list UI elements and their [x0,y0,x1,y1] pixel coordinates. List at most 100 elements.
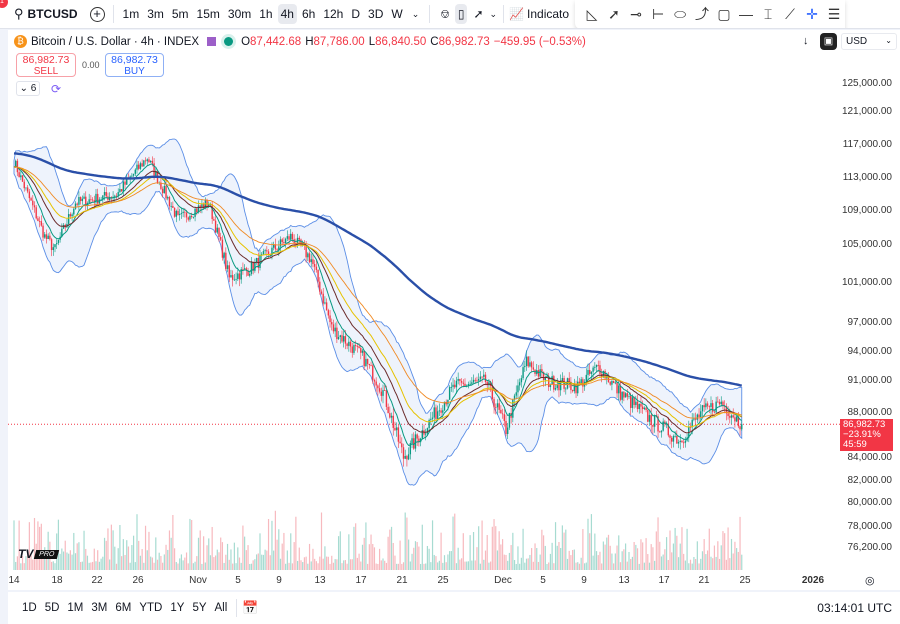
volume-bar [483,559,485,570]
last-price: 86,982.73 [843,419,886,430]
candle [582,379,584,387]
price-chart[interactable] [8,30,900,590]
price-tick: 125,000.00 [841,78,892,89]
candle [501,413,504,415]
volume-bar [45,555,48,570]
candle [114,195,116,197]
go-to-date-icon[interactable]: 📅 [242,600,259,615]
price-tick: 97,000.00 [847,317,893,328]
currency-select[interactable]: USD ⌄ [841,33,897,50]
curve-icon[interactable]: ⤴ [695,6,710,22]
volume-bar [606,537,608,570]
interval-D[interactable]: D [351,7,361,21]
horizontal-ray-icon[interactable]: ⊸ [630,5,642,22]
flag-icon[interactable] [207,37,217,46]
candle [138,164,140,169]
time-tick: 25 [437,575,449,586]
trendline-icon[interactable]: ⟋ [785,5,795,22]
interval-4h[interactable]: 4h [277,4,297,24]
horizontal-line-icon[interactable]: — [739,6,754,22]
candle [52,247,54,251]
volume-bar [450,551,452,570]
volume-bar [160,555,162,570]
volume-bar [394,555,396,570]
candle [722,401,724,406]
range-1M[interactable]: 1M [67,602,84,614]
range-3M[interactable]: 3M [91,602,108,614]
volume-bar [194,561,196,570]
refresh-icon[interactable]: ⟳ [51,82,62,96]
interval-15m[interactable]: 15m [196,7,220,21]
candle [524,366,526,368]
ellipse-icon[interactable]: ⬭ [674,5,687,22]
chart-pane[interactable] [8,30,900,590]
volume-bar [401,563,403,570]
volume-bar [611,553,613,570]
candle [221,239,224,258]
candle [616,382,618,394]
notification-badge[interactable]: 1 [0,0,8,8]
range-5D[interactable]: 5D [44,602,60,614]
indicators-button[interactable]: Indicato [527,7,570,21]
add-symbol-icon[interactable]: + [89,6,105,22]
candle [78,197,80,205]
volume-bar [300,560,302,570]
clock[interactable]: 03:14:01 UTC [817,601,892,615]
search-icon[interactable]: ⚲ [14,6,24,21]
candle [556,384,558,388]
interval-3m[interactable]: 3m [147,7,164,21]
volume-bar [647,554,649,570]
candle [508,412,511,428]
candle [40,221,43,226]
volume-bar [601,563,603,570]
bars-icon[interactable]: ⎊ [440,6,450,21]
interval-1m[interactable]: 1m [122,7,140,21]
range-6M[interactable]: 6M [115,602,132,614]
interval-30m[interactable]: 30m [227,7,252,21]
indicators-icon[interactable]: 📈 [509,7,525,21]
rectangle-icon[interactable]: ▢ [717,5,731,22]
range-1D[interactable]: 1D [22,602,37,614]
trend-arrow-icon[interactable]: ➚ [608,5,620,22]
symbol-search[interactable]: BTCUSD [27,7,78,21]
volume-bar [604,544,606,570]
candle [211,204,213,220]
chevron-down-icon[interactable]: ⌄ [411,8,420,19]
volume-bar [27,552,29,570]
interval-1h[interactable]: 1h [259,7,273,21]
arrow-down-icon[interactable]: ↓ [803,35,809,47]
volume-bar [255,554,258,570]
interval-6h[interactable]: 6h [301,7,316,21]
range-All[interactable]: All [214,602,228,614]
interval-5m[interactable]: 5m [171,7,189,21]
triangle-icon[interactable]: ◺ [586,5,598,22]
volume-bar [618,535,620,570]
high-label: H [305,35,314,48]
chevron-down-icon[interactable]: ⌄ [489,8,498,19]
indicators-toggle[interactable]: ⌄ 6 [16,81,40,96]
settings-icon[interactable]: ◎ [865,575,875,587]
candle [336,327,338,340]
sell-button[interactable]: 86,982.73 SELL [16,53,76,77]
range-YTD[interactable]: YTD [139,602,163,614]
candle [319,281,321,292]
interval-W[interactable]: W [391,7,403,21]
candle [317,269,319,282]
candle [262,251,265,255]
auto-scale-icon[interactable]: ▣ [820,33,837,50]
buy-button[interactable]: 86,982.73 BUY [105,53,164,77]
range-1Y[interactable]: 1Y [170,602,185,614]
vertical-measure-icon[interactable]: ⌶ [763,5,773,22]
menu-icon[interactable]: ☰ [827,5,841,22]
interval-12h[interactable]: 12h [323,7,344,21]
candle [358,346,360,349]
crosshair-icon[interactable]: ✛ [806,5,818,22]
candle [542,371,545,380]
range-5Y[interactable]: 5Y [192,602,207,614]
volume-bar [54,563,56,570]
line-chart-icon[interactable]: ➚ [473,7,484,21]
interval-3D[interactable]: 3D [368,7,384,21]
candles-icon[interactable]: ▯ [454,4,468,24]
date-range-icon[interactable]: ⊢ [651,5,665,22]
volume-bar [459,559,461,570]
